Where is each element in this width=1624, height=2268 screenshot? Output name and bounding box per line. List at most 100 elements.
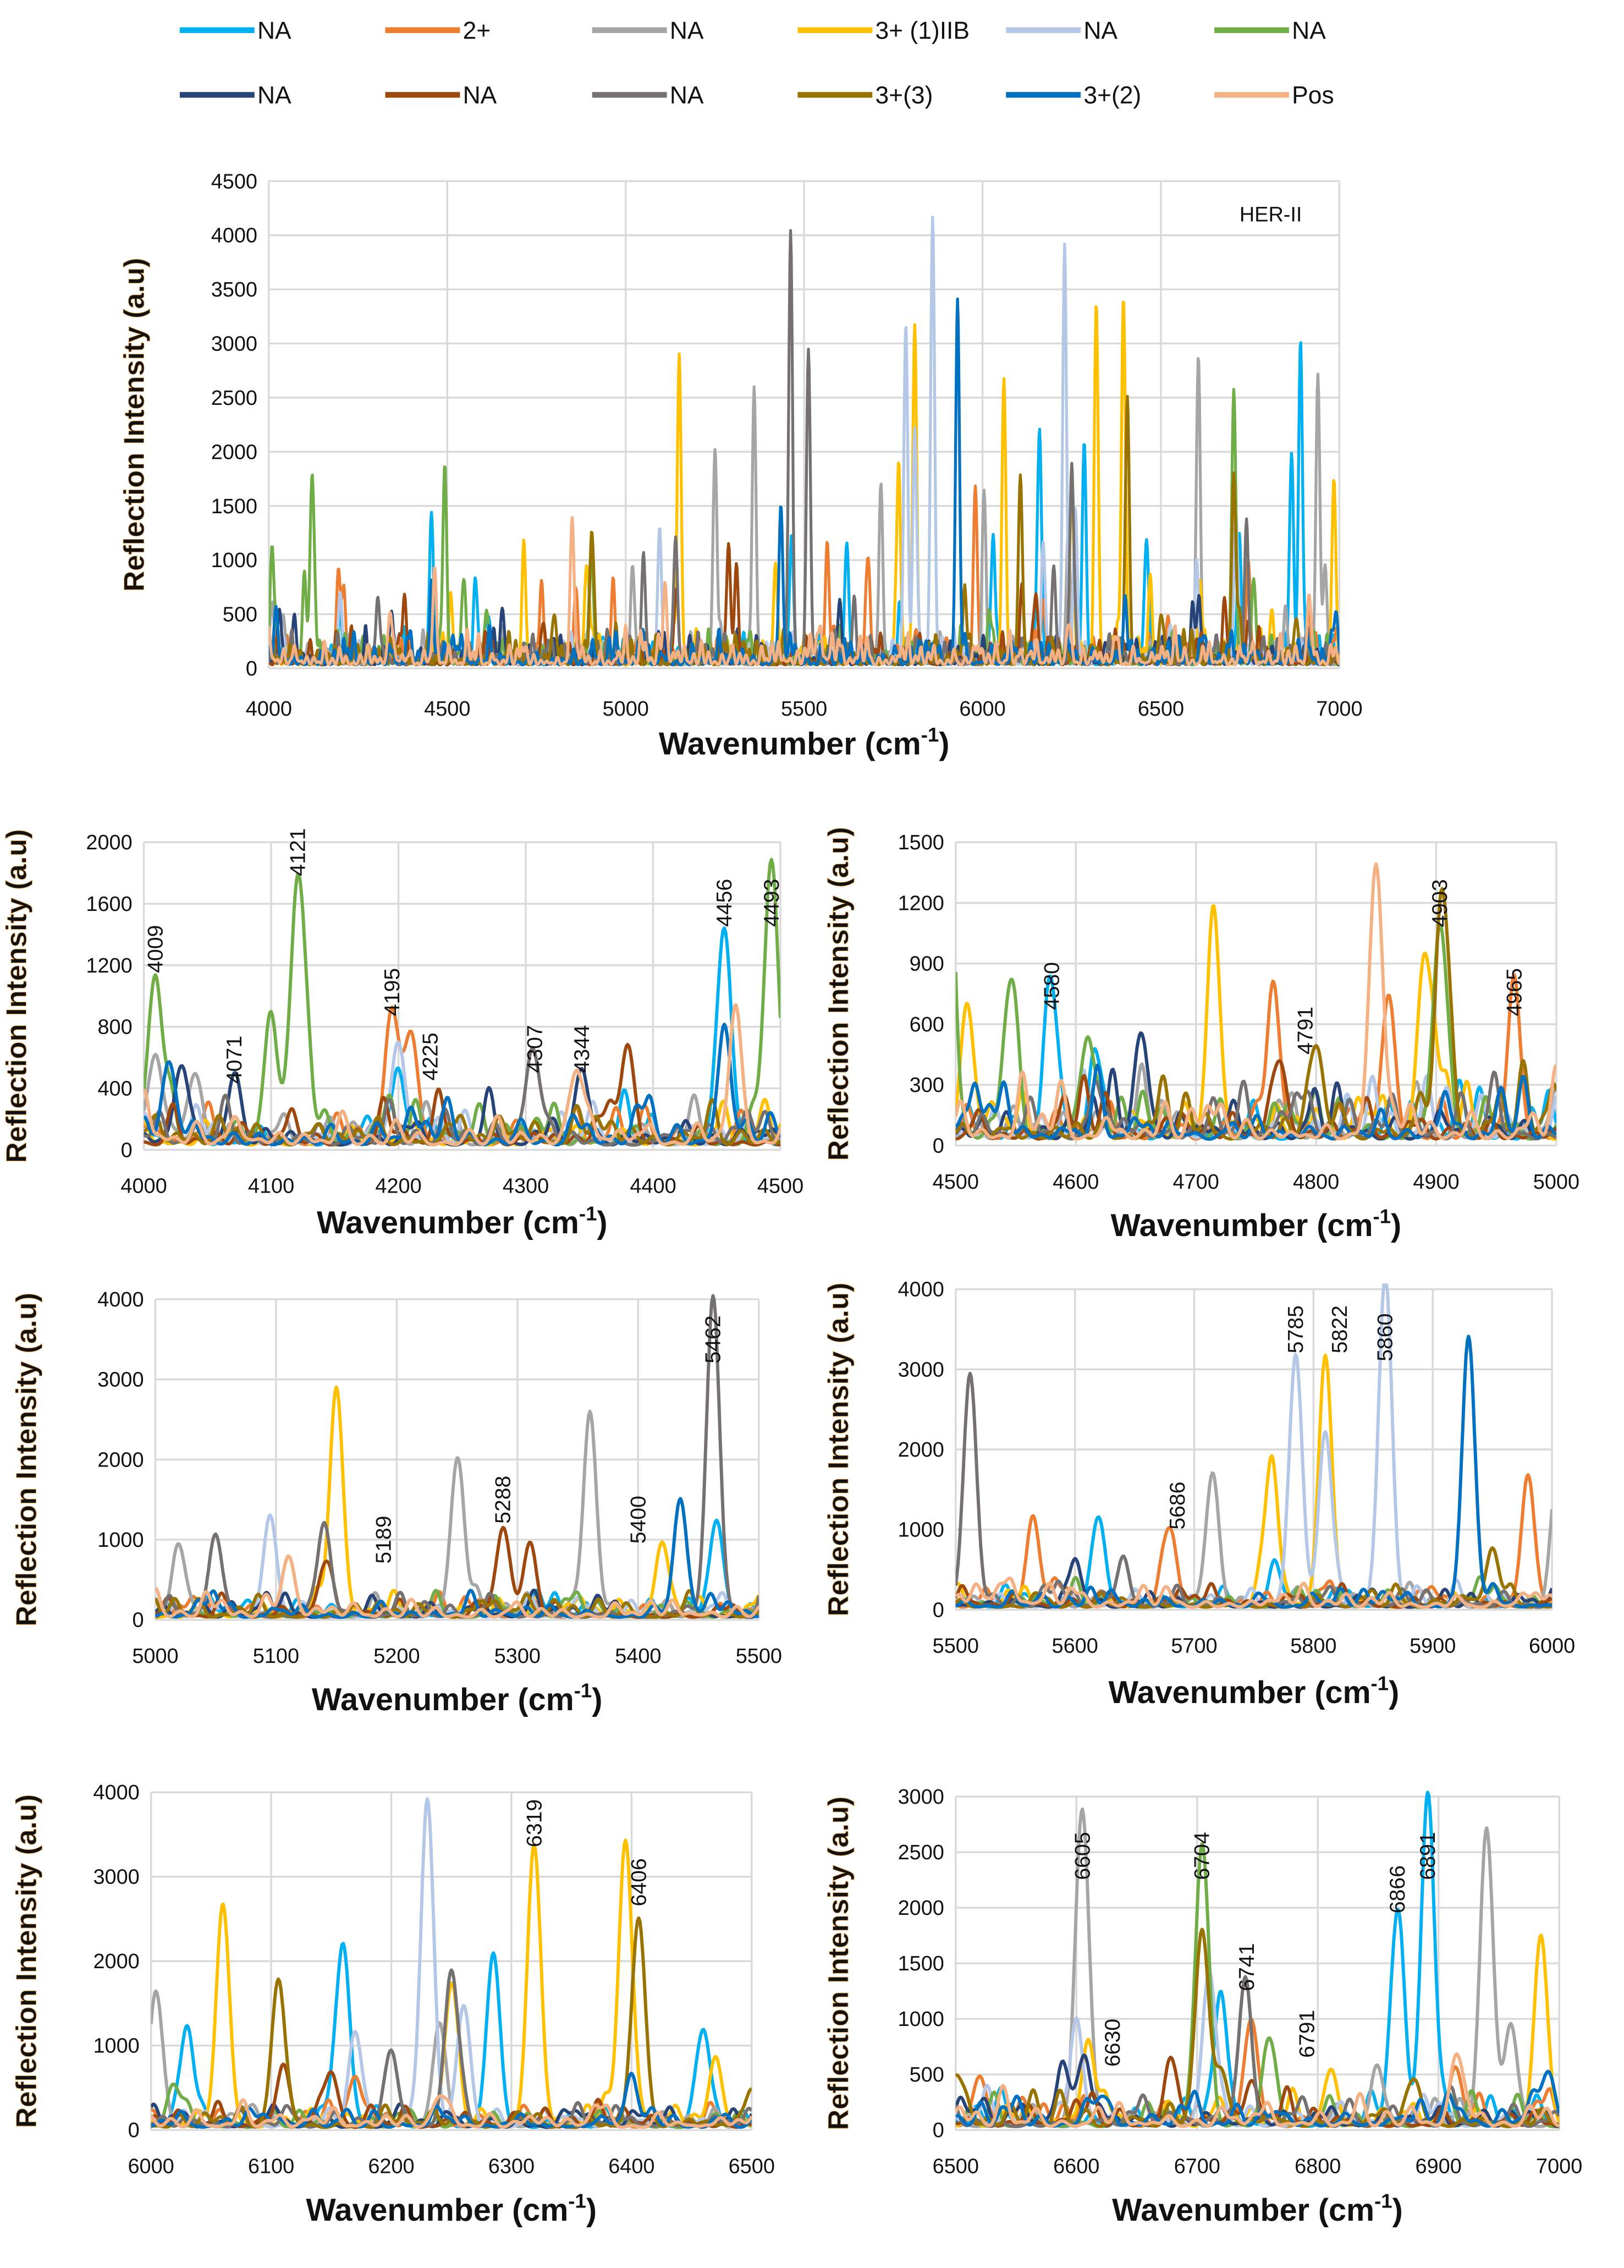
x-tick-label: 6100 (248, 2155, 294, 2178)
x-tick-label: 4300 (503, 1175, 549, 1198)
peak-annotation: 4493 (760, 879, 784, 927)
legend-label: 3+(2) (1083, 82, 1141, 109)
zoom-chart-3: 0 1000 2000 3000 4000 5000 5100 5200 5300 5400 550… (10, 1288, 782, 1718)
x-axis-title: Wavenumber (cm-1) (312, 1679, 603, 1718)
y-tick-label: 4500 (211, 170, 257, 193)
x-tick-label: 6300 (488, 2155, 535, 2178)
series-line-9 (155, 1589, 759, 1619)
y-tick-label: 4000 (211, 224, 257, 248)
x-axis-title: Wavenumber (cm-1) (1112, 2189, 1403, 2228)
series-line-11 (955, 862, 1556, 1141)
legend-label: NA (257, 18, 291, 45)
peak-annotation: 6406 (627, 1858, 651, 1906)
peak-annotation: 5462 (701, 1315, 725, 1363)
chart-title: HER-II (1240, 203, 1302, 226)
legend: NA 2+ NA 3+ (1)IIB NA NA NA NA NA 3+(3) 3+(2) Pos (179, 18, 1334, 109)
x-tick-label: 5500 (781, 698, 827, 721)
y-axis-title: Reflection Intensity (a.u) (823, 1283, 855, 1617)
series-group (151, 1797, 752, 2129)
y-tick-label: 2000 (93, 1950, 139, 1973)
x-tick-label: 5400 (615, 1645, 661, 1668)
x-tick-label: 6900 (1416, 2155, 1462, 2178)
x-tick-label: 5000 (132, 1645, 178, 1668)
x-tick-label: 4600 (1053, 1171, 1099, 1194)
peak-annotation: 4456 (713, 879, 736, 927)
y-axis-title: Reflection Intensity (a.u) (119, 258, 151, 592)
series-line-10 (151, 2072, 752, 2129)
x-axis-title: Wavenumber (cm-1) (1111, 1205, 1402, 1243)
y-tick-label: 3000 (97, 1369, 144, 1392)
y-tick-label: 1000 (898, 1519, 944, 1542)
peak-annotation: 4791 (1293, 1007, 1317, 1055)
main-chart: 0 500 1000 1500 2000 2500 3000 3500 4000 4500 4000… (118, 170, 1362, 761)
y-tick-label: 1500 (898, 1952, 944, 1975)
x-tick-label: 4500 (757, 1175, 803, 1198)
peak-annotation: 5785 (1284, 1305, 1308, 1353)
y-tick-label: 1000 (898, 2008, 944, 2031)
peak-annotation: 4580 (1041, 962, 1064, 1010)
y-tick-label: 0 (933, 1134, 944, 1157)
peak-annotation: 4903 (1428, 879, 1452, 927)
peak-annotation: 4344 (570, 1025, 594, 1073)
series-group (955, 1791, 1560, 2129)
peak-annotation: 4121 (287, 828, 310, 876)
y-tick-label: 0 (128, 2119, 140, 2142)
series-group (144, 858, 781, 1147)
y-tick-label: 2000 (97, 1448, 144, 1471)
series-group (955, 1283, 1553, 1609)
x-tick-label: 5300 (494, 1645, 541, 1668)
chart-panels: 0500100015002000250030003500400045004000… (1, 170, 1582, 2228)
y-tick-label: 1200 (898, 892, 944, 915)
peak-annotation: 4965 (1503, 968, 1527, 1016)
series-line-10 (955, 1335, 1553, 1609)
x-tick-label: 4000 (120, 1175, 167, 1198)
series-line-3 (151, 1838, 752, 2129)
x-tick-label: 4200 (375, 1175, 421, 1198)
y-tick-label: 1500 (211, 495, 257, 518)
y-tick-label: 4000 (898, 1278, 944, 1302)
series-line-4 (151, 1797, 752, 2129)
series-group (955, 862, 1556, 1141)
y-tick-label: 1000 (211, 549, 257, 572)
series-line-9 (955, 1927, 1560, 2128)
x-tick-label: 5500 (933, 1635, 979, 1658)
y-tick-label: 3000 (898, 1358, 944, 1381)
series-line-11 (155, 1554, 759, 1619)
y-axis-title: Reflection Intensity (a.u) (11, 1293, 43, 1627)
x-tick-label: 6800 (1295, 2155, 1341, 2178)
peak-annotation: 4195 (381, 968, 404, 1016)
x-axis-title: Wavenumber (cm-1) (317, 1202, 608, 1240)
legend-label: NA (463, 82, 497, 109)
y-tick-label: 3500 (211, 278, 257, 301)
x-tick-label: 6500 (933, 2155, 979, 2178)
x-tick-label: 5000 (603, 698, 649, 721)
x-tick-label: 4500 (424, 698, 470, 721)
peak-annotation: 6891 (1416, 1832, 1440, 1880)
x-tick-label: 4800 (1293, 1171, 1339, 1194)
legend-label: 2+ (463, 18, 491, 45)
x-tick-label: 6700 (1174, 2155, 1220, 2178)
legend-label: NA (1292, 18, 1326, 45)
zoom-chart-6: 0 500 1000 1500 2000 2500 3000 6500 6600 6700 6800… (822, 1786, 1582, 2228)
series-line-9 (955, 887, 1556, 1141)
x-tick-label: 4700 (1173, 1171, 1219, 1194)
y-tick-label: 400 (97, 1077, 132, 1100)
y-tick-label: 1500 (898, 831, 944, 854)
peak-annotation: 5686 (1166, 1481, 1190, 1529)
x-tick-label: 4100 (248, 1175, 294, 1198)
x-tick-label: 6500 (1138, 698, 1184, 721)
series-line-11 (268, 516, 1340, 667)
series-group (268, 216, 1340, 667)
x-tick-label: 5500 (736, 1645, 782, 1668)
zoom-chart-1: 0 400 800 1200 1600 2000 4000 4100 4200 4300 4400 4… (1, 828, 803, 1240)
x-tick-label: 4400 (630, 1175, 676, 1198)
peak-annotation: 5189 (372, 1515, 395, 1563)
x-tick-label: 5700 (1171, 1635, 1217, 1658)
y-axis-title: Reflection Intensity (a.u) (1, 829, 32, 1163)
y-tick-label: 3000 (211, 333, 257, 356)
x-tick-label: 6000 (128, 2155, 174, 2178)
y-tick-label: 0 (121, 1139, 133, 1162)
y-axis-title: Reflection Intensity (a.u) (11, 1794, 43, 2128)
series-line-9 (955, 1546, 1553, 1609)
x-tick-label: 4000 (246, 698, 292, 721)
